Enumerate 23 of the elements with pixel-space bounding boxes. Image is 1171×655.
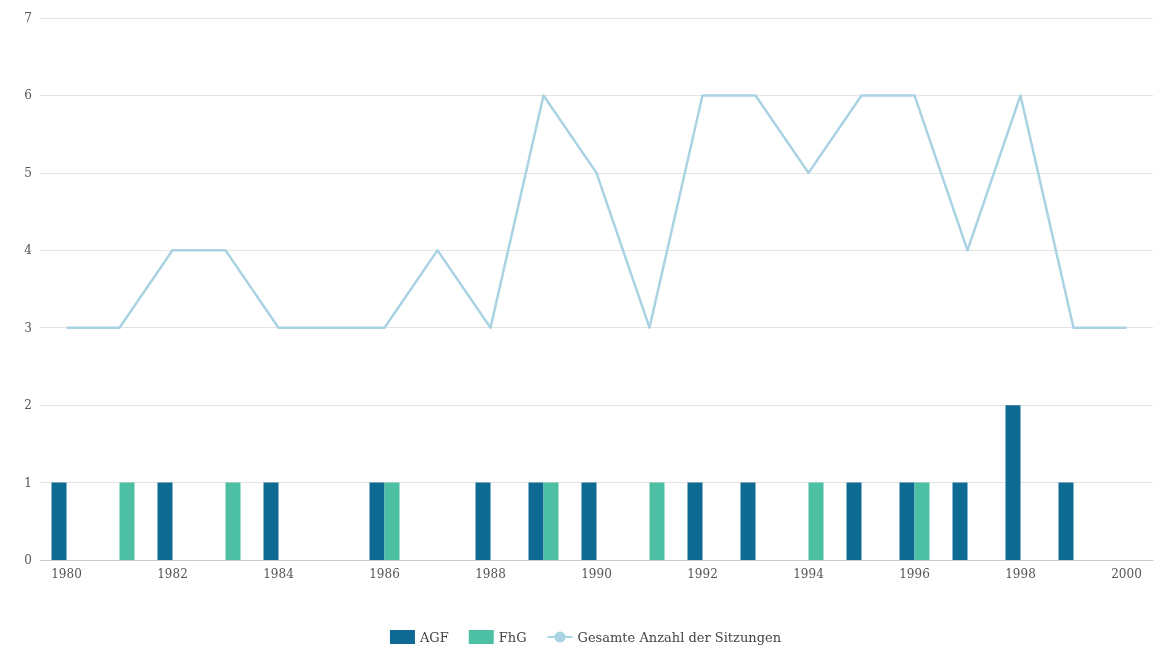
legend-label: FhG [498,629,527,645]
x-tick-label: 1998 [1005,567,1036,581]
x-tick-label: 1986 [369,567,400,581]
x-tick-label: 1990 [581,567,612,581]
x-tick-label: 1982 [157,567,188,581]
y-tick-label: 6 [24,88,32,103]
x-tick-label: 1988 [475,567,506,581]
y-tick-label: 1 [24,475,32,490]
y-tick-label: 5 [24,165,32,180]
legend-label: AGF [418,629,449,645]
y-tick-label: 0 [24,553,32,567]
y-tick-label: 7 [24,11,32,25]
x-tick-label: 2000 [1111,567,1142,581]
x-tick-label: 1994 [793,567,825,581]
legend-label: Gesamte Anzahl der Sitzungen [577,629,782,645]
line-series [65,94,1128,329]
x-tick-label: 1984 [263,567,295,581]
y-tick-label: 2 [24,398,32,413]
y-tick-label: 4 [24,243,33,258]
x-tick-label: 1992 [687,567,718,581]
x-tick-label: 1980 [51,567,82,581]
y-tick-label: 3 [24,320,32,335]
x-tick-label: 1996 [899,567,930,581]
